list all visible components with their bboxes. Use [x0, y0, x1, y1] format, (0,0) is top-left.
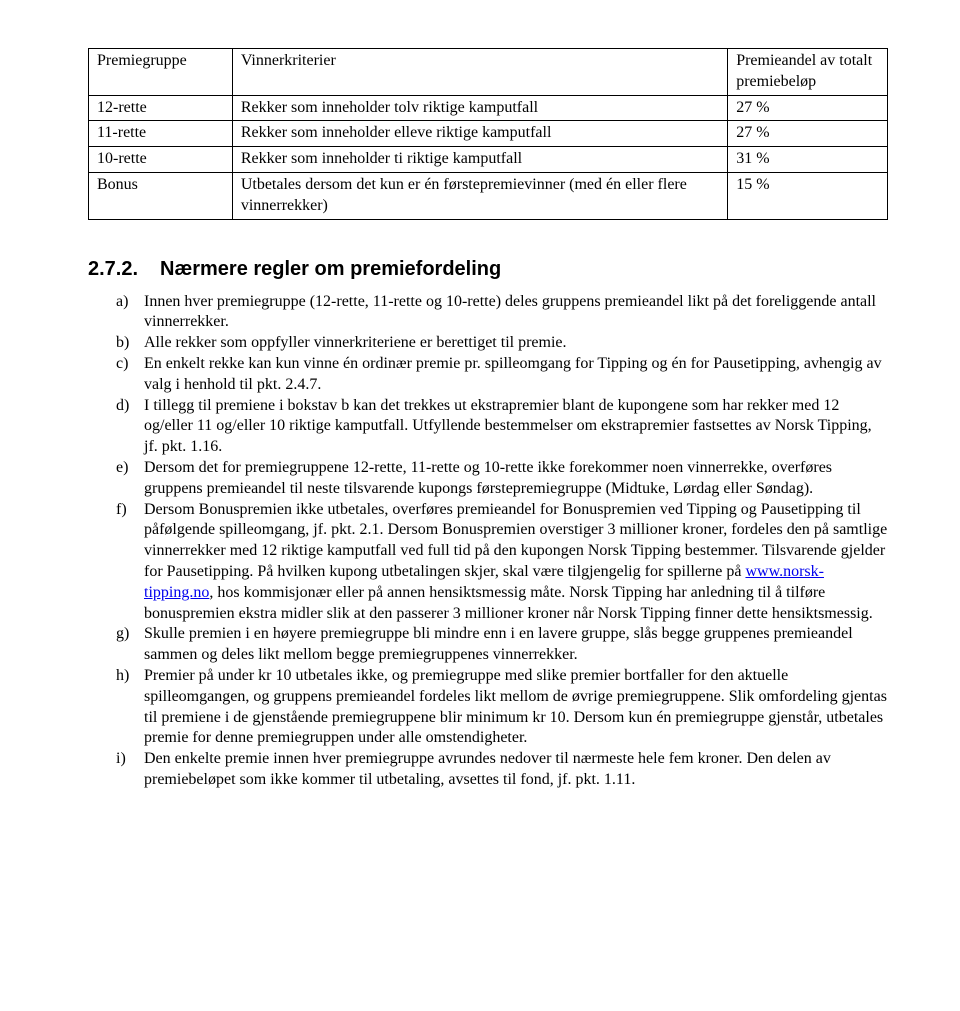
section-title: Nærmere regler om premiefordeling [160, 258, 501, 280]
list-item: g) Skulle premien i en høyere premiegrup… [116, 624, 888, 666]
item-body: Dersom Bonuspremien ikke utbetales, over… [144, 500, 888, 625]
table-header: Premiegruppe [89, 49, 233, 96]
cell-percent: 15 % [728, 172, 888, 219]
cell-group: Bonus [89, 172, 233, 219]
cell-percent: 27 % [728, 121, 888, 147]
item-marker: b) [116, 333, 144, 354]
list-item: c) En enkelt rekke kan kun vinne én ordi… [116, 354, 888, 396]
item-marker: a) [116, 292, 144, 334]
cell-criteria: Rekker som inneholder ti riktige kamputf… [232, 147, 727, 173]
item-marker: e) [116, 458, 144, 500]
table-header: Premieandel av totalt premiebeløp [728, 49, 888, 96]
item-body: En enkelt rekke kan kun vinne én ordinær… [144, 354, 888, 396]
premie-table: Premiegruppe Vinnerkriterier Premieandel… [88, 48, 888, 220]
item-marker: h) [116, 666, 144, 749]
table-row: Bonus Utbetales dersom det kun er én før… [89, 172, 888, 219]
list-item: i) Den enkelte premie innen hver premieg… [116, 749, 888, 791]
list-item: e) Dersom det for premiegruppene 12-rett… [116, 458, 888, 500]
list-item: b) Alle rekker som oppfyller vinnerkrite… [116, 333, 888, 354]
list-item: a) Innen hver premiegruppe (12-rette, 11… [116, 292, 888, 334]
item-marker: c) [116, 354, 144, 396]
cell-criteria: Rekker som inneholder tolv riktige kampu… [232, 95, 727, 121]
item-body: Skulle premien i en høyere premiegruppe … [144, 624, 888, 666]
table-header-row: Premiegruppe Vinnerkriterier Premieandel… [89, 49, 888, 96]
item-body: Premier på under kr 10 utbetales ikke, o… [144, 666, 888, 749]
table-header: Vinnerkriterier [232, 49, 727, 96]
item-body: I tillegg til premiene i bokstav b kan d… [144, 396, 888, 458]
item-body: Den enkelte premie innen hver premiegrup… [144, 749, 888, 791]
section-number: 2.7.2. [88, 256, 160, 282]
item-marker: f) [116, 500, 144, 625]
item-f-post: , hos kommisjonær eller på annen hensikt… [144, 584, 873, 622]
item-body: Alle rekker som oppfyller vinnerkriterie… [144, 333, 888, 354]
table-row: 10-rette Rekker som inneholder ti riktig… [89, 147, 888, 173]
item-body: Dersom det for premiegruppene 12-rette, … [144, 458, 888, 500]
table-row: 12-rette Rekker som inneholder tolv rikt… [89, 95, 888, 121]
rules-list: a) Innen hver premiegruppe (12-rette, 11… [116, 292, 888, 791]
cell-group: 10-rette [89, 147, 233, 173]
cell-percent: 27 % [728, 95, 888, 121]
item-marker: i) [116, 749, 144, 791]
cell-criteria: Utbetales dersom det kun er én førstepre… [232, 172, 727, 219]
cell-percent: 31 % [728, 147, 888, 173]
item-marker: g) [116, 624, 144, 666]
cell-criteria: Rekker som inneholder elleve riktige kam… [232, 121, 727, 147]
section-heading: 2.7.2.Nærmere regler om premiefordeling [88, 256, 888, 282]
list-item: h) Premier på under kr 10 utbetales ikke… [116, 666, 888, 749]
cell-group: 12-rette [89, 95, 233, 121]
item-body: Innen hver premiegruppe (12-rette, 11-re… [144, 292, 888, 334]
list-item: f) Dersom Bonuspremien ikke utbetales, o… [116, 500, 888, 625]
list-item: d) I tillegg til premiene i bokstav b ka… [116, 396, 888, 458]
cell-group: 11-rette [89, 121, 233, 147]
item-marker: d) [116, 396, 144, 458]
table-row: 11-rette Rekker som inneholder elleve ri… [89, 121, 888, 147]
